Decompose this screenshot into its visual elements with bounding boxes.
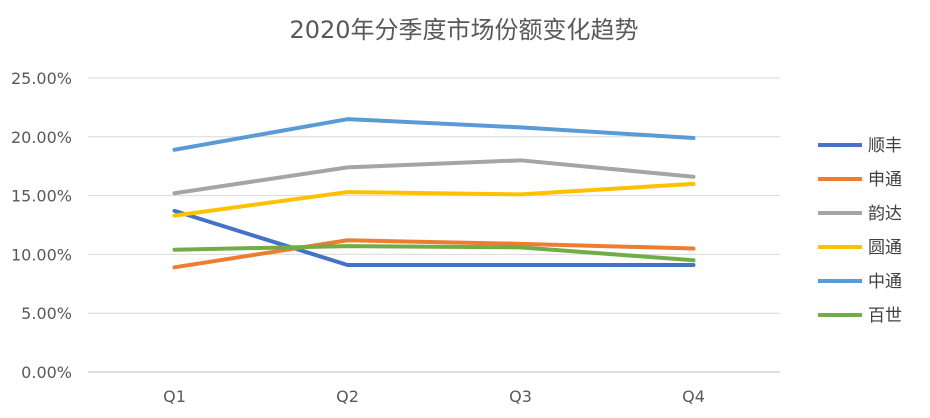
series-lines [172,117,696,270]
y-tick-label: 15.00% [11,187,72,206]
series-line-圆通 [172,181,696,218]
x-tick-label: Q1 [163,387,186,406]
legend-label: 圆通 [868,238,902,258]
series-line-顺丰 [172,208,696,267]
x-tick-label: Q2 [336,387,359,406]
y-tick-label: 10.00% [11,245,72,264]
x-tick-label: Q3 [509,387,532,406]
y-tick-label: 5.00% [21,304,72,323]
legend-item: 百世 [818,306,902,326]
legend-item: 圆通 [818,238,902,258]
legend-label: 百世 [868,306,902,326]
y-tick-label: 0.00% [21,363,72,382]
series-line-中通 [172,117,696,152]
legend-label: 中通 [868,272,902,292]
chart-title: 2020年分季度市场份额变化趋势 [289,16,638,44]
legend-item: 顺丰 [818,136,902,156]
x-axis: Q1 Q2 Q3 Q4 [163,387,705,406]
legend-label: 申通 [868,170,902,190]
x-tick-label: Q4 [682,387,705,406]
legend-label: 韵达 [868,204,902,224]
legend-item: 韵达 [818,204,902,224]
legend-item: 申通 [818,170,902,190]
legend-item: 中通 [818,272,902,292]
y-axis: 0.00% 5.00% 10.00% 15.00% 20.00% 25.00% [11,69,72,382]
series-line-韵达 [172,158,696,196]
gridlines [88,77,780,373]
series-line-百世 [172,244,696,263]
y-tick-label: 20.00% [11,128,72,147]
y-tick-label: 25.00% [11,69,72,88]
legend-label: 顺丰 [868,136,902,156]
series-line-申通 [172,238,696,270]
